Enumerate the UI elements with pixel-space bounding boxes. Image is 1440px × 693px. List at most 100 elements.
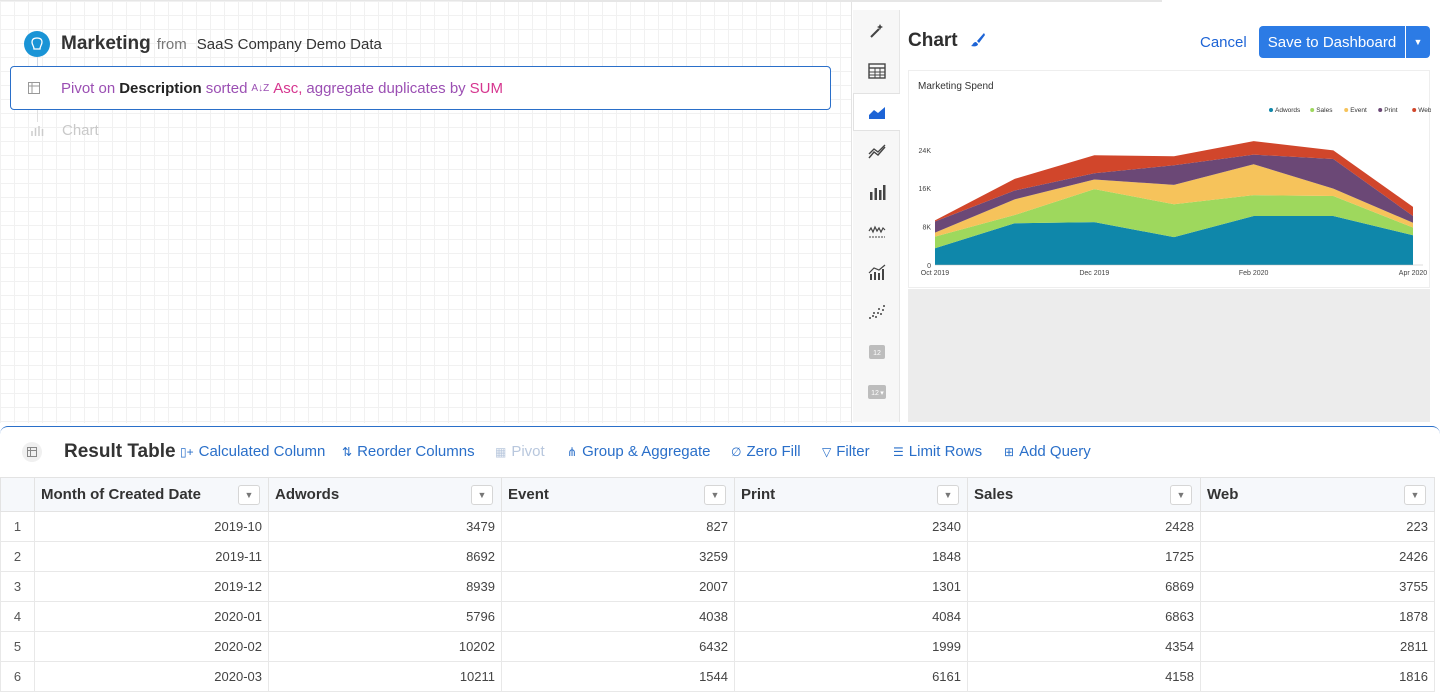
table-cell[interactable]: 10211 bbox=[268, 661, 502, 692]
chart-empty-area bbox=[908, 289, 1430, 422]
table-cell[interactable]: 4158 bbox=[967, 661, 1201, 692]
zero-fill-button[interactable]: ∅ Zero Fill bbox=[731, 443, 801, 460]
save-to-dashboard-button[interactable]: Save to Dashboard bbox=[1259, 26, 1405, 58]
table-cell[interactable]: 3259 bbox=[501, 541, 735, 572]
y-tick-label: 8K bbox=[922, 225, 931, 232]
reorder-columns-button[interactable]: ⇅ Reorder Columns bbox=[342, 443, 475, 460]
column-header[interactable]: Month of Created Date ▼ bbox=[34, 477, 269, 512]
group-aggregate-button[interactable]: ⋔ Group & Aggregate bbox=[567, 443, 711, 460]
table-cell[interactable]: 8939 bbox=[268, 571, 502, 602]
table-cell[interactable]: 1878 bbox=[1200, 601, 1435, 632]
chevron-down-icon[interactable]: ▼ bbox=[1404, 485, 1426, 505]
table-row: 1 2019-10 3479 827 2340 2428 223 bbox=[0, 511, 1435, 542]
table-cell[interactable]: 1816 bbox=[1200, 661, 1435, 692]
result-table-section: Result Table ▯+ Calculated Column ⇅ Reorde… bbox=[0, 426, 1440, 693]
table-cell[interactable]: 4354 bbox=[967, 631, 1201, 662]
tool-label: Zero Fill bbox=[746, 443, 801, 460]
step-connector bbox=[37, 110, 38, 122]
table-cell[interactable]: 2020-03 bbox=[34, 661, 269, 692]
table-cell[interactable]: 6869 bbox=[967, 571, 1201, 602]
index-header bbox=[0, 477, 35, 512]
area-series-web bbox=[935, 141, 1413, 222]
table-cell[interactable]: 2007 bbox=[501, 571, 735, 602]
table-cell[interactable]: 2340 bbox=[734, 511, 968, 542]
paint-brush-icon[interactable] bbox=[970, 32, 986, 52]
pivot-step[interactable]: Pivot on Description sorted A↓Z Asc, agg… bbox=[10, 66, 831, 110]
cancel-button[interactable]: Cancel bbox=[1200, 34, 1247, 51]
chevron-down-icon[interactable]: ▼ bbox=[704, 485, 726, 505]
chart-card: Marketing Spend 0 8K 16K 24K Oct 2019 Dec 2019… bbox=[908, 70, 1431, 288]
sparkline-icon[interactable] bbox=[853, 213, 900, 251]
source-row[interactable]: Marketing from SaaS Company Demo Data bbox=[24, 31, 382, 57]
table-cell[interactable]: 2019-12 bbox=[34, 571, 269, 602]
table-cell[interactable]: 2020-01 bbox=[34, 601, 269, 632]
area-chart-icon[interactable] bbox=[853, 93, 900, 131]
magic-wand-icon[interactable] bbox=[853, 12, 900, 50]
svg-text:12: 12 bbox=[871, 390, 879, 397]
bar-chart-icon[interactable] bbox=[853, 173, 900, 211]
y-tick-label: 24K bbox=[919, 148, 932, 155]
column-header[interactable]: Adwords ▼ bbox=[268, 477, 502, 512]
chevron-down-icon[interactable]: ▼ bbox=[471, 485, 493, 505]
bar-line-chart-icon[interactable] bbox=[853, 253, 900, 291]
filter-button[interactable]: ▽ Filter bbox=[822, 443, 870, 460]
zero-fill-icon: ∅ bbox=[731, 444, 742, 459]
table-cell[interactable]: 1544 bbox=[501, 661, 735, 692]
table-cell[interactable]: 4084 bbox=[734, 601, 968, 632]
table-cell[interactable]: 5796 bbox=[268, 601, 502, 632]
chevron-down-icon[interactable]: ▼ bbox=[1170, 485, 1192, 505]
table-cell[interactable]: 6161 bbox=[734, 661, 968, 692]
table-cell[interactable]: 2428 bbox=[967, 511, 1201, 542]
area-series-print bbox=[935, 154, 1413, 233]
column-header[interactable]: Sales ▼ bbox=[967, 477, 1201, 512]
add-query-button[interactable]: ⊞ Add Query bbox=[1004, 443, 1091, 460]
table-icon[interactable] bbox=[853, 52, 900, 90]
table-cell[interactable]: 1999 bbox=[734, 631, 968, 662]
single-value-icon[interactable]: 12 bbox=[853, 333, 900, 371]
chart-step-label: Chart bbox=[62, 121, 99, 139]
table-cell[interactable]: 1725 bbox=[967, 541, 1201, 572]
table-cell[interactable]: 6863 bbox=[967, 601, 1201, 632]
table-cell[interactable]: 4038 bbox=[501, 601, 735, 632]
source-name[interactable]: SaaS Company Demo Data bbox=[196, 35, 382, 53]
legend-label: Event bbox=[1350, 107, 1367, 114]
result-table-title: Result Table bbox=[64, 441, 176, 462]
calculated-column-button[interactable]: ▯+ Calculated Column bbox=[180, 443, 325, 460]
column-header[interactable]: Event ▼ bbox=[501, 477, 735, 512]
table-cell[interactable]: 10202 bbox=[268, 631, 502, 662]
table-cell[interactable]: 8692 bbox=[268, 541, 502, 572]
chart-panel: Chart Cancel Save to Dashboard ▼ Marketi… bbox=[900, 10, 1440, 422]
single-value-change-icon[interactable]: 12 ▾ bbox=[853, 373, 900, 411]
table-cell[interactable]: 6432 bbox=[501, 631, 735, 662]
aggregate-label: aggregate duplicates by bbox=[306, 79, 466, 97]
column-header[interactable]: Web ▼ bbox=[1200, 477, 1435, 512]
table-cell[interactable]: 223 bbox=[1200, 511, 1435, 542]
table-cell[interactable]: 2426 bbox=[1200, 541, 1435, 572]
table-cell[interactable]: 2811 bbox=[1200, 631, 1435, 662]
chevron-down-icon[interactable]: ▼ bbox=[238, 485, 260, 505]
pivot-column: Description bbox=[119, 79, 202, 97]
save-options-dropdown[interactable]: ▼ bbox=[1406, 26, 1430, 58]
area-chart: Marketing Spend 0 8K 16K 24K Oct 2019 Dec 2019… bbox=[918, 81, 1431, 277]
table-cell[interactable]: 3479 bbox=[268, 511, 502, 542]
table-cell[interactable]: 1301 bbox=[734, 571, 968, 602]
row-index: 6 bbox=[0, 661, 35, 692]
column-header[interactable]: Print ▼ bbox=[734, 477, 968, 512]
table-cell[interactable]: 1848 bbox=[734, 541, 968, 572]
table-cell[interactable]: 2020-02 bbox=[34, 631, 269, 662]
table-cell[interactable]: 2019-10 bbox=[34, 511, 269, 542]
table-cell[interactable]: 827 bbox=[501, 511, 735, 542]
limit-rows-button[interactable]: ☰ Limit Rows bbox=[893, 443, 982, 460]
table-cell[interactable]: 3755 bbox=[1200, 571, 1435, 602]
panel-title: Chart bbox=[908, 30, 958, 51]
scatter-chart-icon[interactable] bbox=[853, 293, 900, 331]
chevron-down-icon[interactable]: ▼ bbox=[937, 485, 959, 505]
line-chart-icon[interactable] bbox=[853, 133, 900, 171]
chart-step[interactable]: Chart bbox=[28, 121, 99, 139]
result-table-icon bbox=[22, 442, 42, 462]
x-tick-label: Feb 2020 bbox=[1239, 270, 1269, 277]
table-cell[interactable]: 2019-11 bbox=[34, 541, 269, 572]
legend-label: Sales bbox=[1316, 107, 1333, 114]
x-tick-label: Oct 2019 bbox=[921, 270, 950, 277]
legend-marker bbox=[1310, 108, 1315, 112]
